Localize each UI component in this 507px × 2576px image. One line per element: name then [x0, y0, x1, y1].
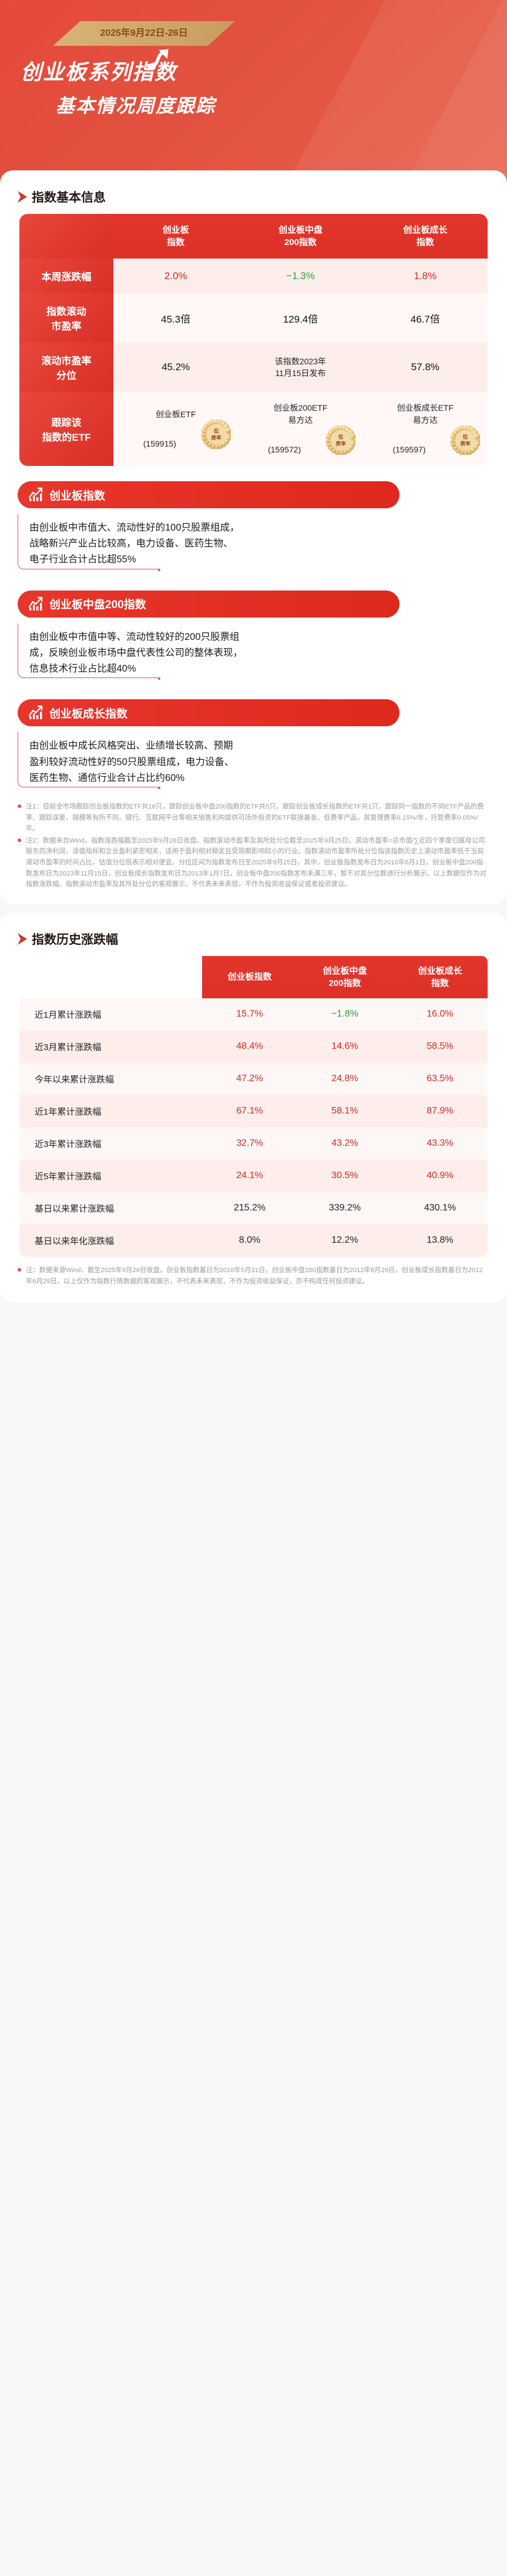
svg-text:费率: 费率	[460, 440, 471, 447]
svg-text:低: 低	[462, 434, 468, 440]
svg-text:低: 低	[213, 427, 219, 434]
svg-text:费率: 费率	[211, 434, 221, 441]
svg-text:低: 低	[338, 434, 344, 440]
svg-text:费率: 费率	[335, 440, 346, 447]
